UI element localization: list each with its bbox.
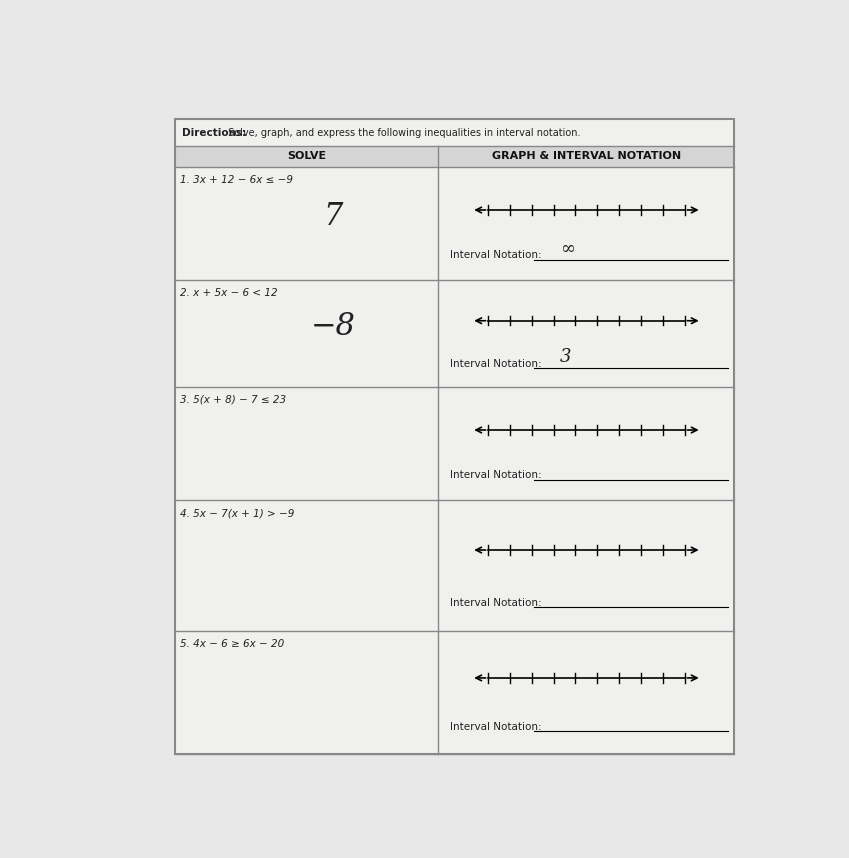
Bar (175, 119, 734, 753)
Text: 7: 7 (323, 202, 343, 233)
Text: Interval Notation:: Interval Notation: (450, 597, 542, 607)
Text: SOLVE: SOLVE (287, 152, 326, 161)
Text: −8: −8 (311, 311, 356, 342)
Text: Interval Notation:: Interval Notation: (450, 470, 542, 480)
Text: ∞: ∞ (560, 240, 575, 258)
Text: GRAPH & INTERVAL NOTATION: GRAPH & INTERVAL NOTATION (492, 152, 681, 161)
Bar (175, 146, 734, 167)
Text: 3. 5(x + 8) − 7 ≤ 23: 3. 5(x + 8) − 7 ≤ 23 (181, 395, 287, 405)
Text: 4. 5x − 7(x + 1) > −9: 4. 5x − 7(x + 1) > −9 (181, 508, 295, 518)
Text: Solve, graph, and express the following inequalities in interval notation.: Solve, graph, and express the following … (224, 128, 580, 137)
Text: 2. x + 5x − 6 < 12: 2. x + 5x − 6 < 12 (181, 288, 278, 298)
Text: 5. 4x − 6 ≥ 6x − 20: 5. 4x − 6 ≥ 6x − 20 (181, 639, 284, 650)
Text: Directions:: Directions: (182, 128, 246, 137)
Text: Interval Notation:: Interval Notation: (450, 722, 542, 732)
Text: 3: 3 (560, 348, 571, 366)
Bar (175, 119, 734, 753)
Text: Interval Notation:: Interval Notation: (450, 359, 542, 369)
Text: Interval Notation:: Interval Notation: (450, 251, 542, 260)
Text: 1. 3x + 12 − 6x ≤ −9: 1. 3x + 12 − 6x ≤ −9 (181, 175, 294, 185)
